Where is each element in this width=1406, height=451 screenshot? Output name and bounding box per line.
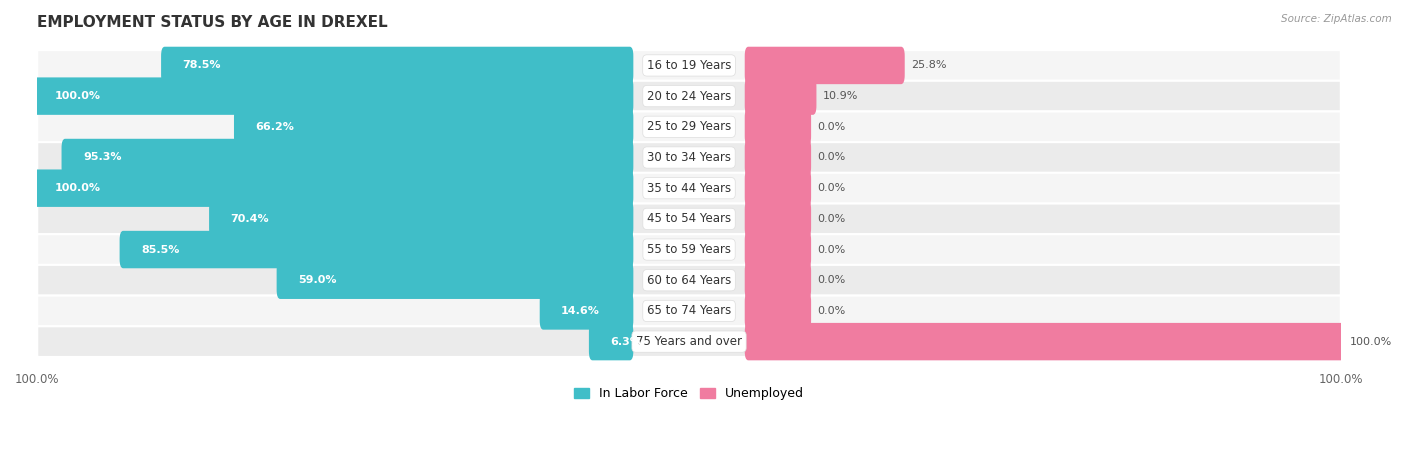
Text: 78.5%: 78.5% xyxy=(183,60,221,70)
FancyBboxPatch shape xyxy=(34,78,633,115)
Text: 14.6%: 14.6% xyxy=(561,306,600,316)
Text: 60 to 64 Years: 60 to 64 Years xyxy=(647,274,731,287)
Text: 66.2%: 66.2% xyxy=(256,122,294,132)
Text: 0.0%: 0.0% xyxy=(817,152,845,162)
Text: 10.9%: 10.9% xyxy=(823,91,858,101)
FancyBboxPatch shape xyxy=(37,173,1341,203)
FancyBboxPatch shape xyxy=(37,326,1341,357)
Text: 0.0%: 0.0% xyxy=(817,306,845,316)
Text: 70.4%: 70.4% xyxy=(231,214,269,224)
FancyBboxPatch shape xyxy=(37,81,1341,111)
Text: 0.0%: 0.0% xyxy=(817,214,845,224)
FancyBboxPatch shape xyxy=(745,139,811,176)
FancyBboxPatch shape xyxy=(589,323,633,360)
Text: 0.0%: 0.0% xyxy=(817,122,845,132)
Legend: In Labor Force, Unemployed: In Labor Force, Unemployed xyxy=(569,382,810,405)
FancyBboxPatch shape xyxy=(745,78,817,115)
Text: 0.0%: 0.0% xyxy=(817,244,845,254)
FancyBboxPatch shape xyxy=(233,108,633,146)
Text: 59.0%: 59.0% xyxy=(298,275,336,285)
FancyBboxPatch shape xyxy=(209,200,633,238)
Text: 95.3%: 95.3% xyxy=(83,152,121,162)
FancyBboxPatch shape xyxy=(37,265,1341,295)
Text: 75 Years and over: 75 Years and over xyxy=(636,335,742,348)
Text: EMPLOYMENT STATUS BY AGE IN DREXEL: EMPLOYMENT STATUS BY AGE IN DREXEL xyxy=(37,15,388,30)
Text: 45 to 54 Years: 45 to 54 Years xyxy=(647,212,731,226)
Text: 16 to 19 Years: 16 to 19 Years xyxy=(647,59,731,72)
FancyBboxPatch shape xyxy=(37,111,1341,142)
Text: 55 to 59 Years: 55 to 59 Years xyxy=(647,243,731,256)
Text: 20 to 24 Years: 20 to 24 Years xyxy=(647,90,731,103)
Text: 85.5%: 85.5% xyxy=(141,244,180,254)
FancyBboxPatch shape xyxy=(37,203,1341,234)
FancyBboxPatch shape xyxy=(162,47,633,84)
FancyBboxPatch shape xyxy=(34,170,633,207)
FancyBboxPatch shape xyxy=(120,231,633,268)
FancyBboxPatch shape xyxy=(277,262,633,299)
FancyBboxPatch shape xyxy=(37,50,1341,81)
FancyBboxPatch shape xyxy=(37,234,1341,265)
Text: 25.8%: 25.8% xyxy=(911,60,946,70)
FancyBboxPatch shape xyxy=(745,262,811,299)
FancyBboxPatch shape xyxy=(745,231,811,268)
FancyBboxPatch shape xyxy=(745,200,811,238)
Text: 30 to 34 Years: 30 to 34 Years xyxy=(647,151,731,164)
FancyBboxPatch shape xyxy=(745,292,811,330)
Text: 0.0%: 0.0% xyxy=(817,275,845,285)
FancyBboxPatch shape xyxy=(37,295,1341,326)
Text: 6.3%: 6.3% xyxy=(610,336,641,347)
Text: 100.0%: 100.0% xyxy=(1350,336,1392,347)
Text: 25 to 29 Years: 25 to 29 Years xyxy=(647,120,731,133)
FancyBboxPatch shape xyxy=(745,170,811,207)
Text: 100.0%: 100.0% xyxy=(55,183,101,193)
FancyBboxPatch shape xyxy=(745,323,1344,360)
Text: 35 to 44 Years: 35 to 44 Years xyxy=(647,182,731,195)
Text: 65 to 74 Years: 65 to 74 Years xyxy=(647,304,731,318)
Text: Source: ZipAtlas.com: Source: ZipAtlas.com xyxy=(1281,14,1392,23)
Text: 100.0%: 100.0% xyxy=(55,91,101,101)
FancyBboxPatch shape xyxy=(745,47,904,84)
FancyBboxPatch shape xyxy=(37,142,1341,173)
FancyBboxPatch shape xyxy=(62,139,633,176)
FancyBboxPatch shape xyxy=(745,108,811,146)
Text: 0.0%: 0.0% xyxy=(817,183,845,193)
FancyBboxPatch shape xyxy=(540,292,633,330)
